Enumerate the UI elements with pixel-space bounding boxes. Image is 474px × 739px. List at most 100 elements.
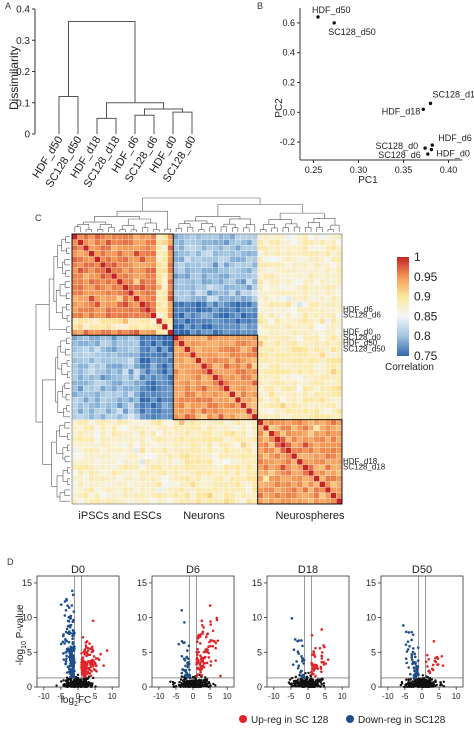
heatmap-cell [263,250,270,257]
heatmap-cell [173,492,180,499]
heatmap-cell [302,380,309,387]
heatmap-cell [145,290,151,297]
heatmap-cell [263,267,270,274]
heatmap-cell [229,442,236,448]
volcano-down-point [408,644,411,648]
volcano-up-point [89,674,93,677]
heatmap-cell [223,385,230,392]
heatmap-cell [116,385,123,392]
volcano-down-point [405,650,409,653]
heatmap-cell [206,307,213,313]
heatmap-cell [257,307,264,313]
volcano-up-point [211,639,215,643]
heatmap-cell [291,374,298,381]
heatmap-cell [201,284,208,291]
heatmap-cell [240,250,247,257]
heatmap-cell [116,335,123,342]
heatmap-cell [190,323,196,330]
heatmap-cell [139,430,146,437]
heatmap-cell [173,312,180,319]
heatmap-cell [173,273,180,280]
volcano-down-point [70,657,74,661]
heatmap-cell [229,239,236,246]
heatmap-cell [139,250,146,257]
heatmap-cell [173,295,180,302]
heatmap-cell [145,318,151,325]
heatmap-cell [122,307,129,313]
heatmap-cell [308,267,315,274]
heatmap-cell [313,245,320,252]
heatmap-cell [111,278,118,285]
heatmap-cell [94,408,101,415]
heatmap-cell [240,413,247,420]
heatmap-cell [77,470,84,477]
heatmap-cell [173,262,180,268]
heatmap-cell [150,346,157,353]
heatmap-cell [201,453,208,460]
heatmap-cell [77,453,84,460]
heatmap-cell [235,391,241,398]
heatmap-cell [145,458,151,465]
volcano-ns-point [290,676,294,680]
heatmap-cell [122,413,129,420]
heatmap-cell [94,301,101,308]
heatmap-cell [229,278,236,285]
heatmap-cell [268,430,275,437]
heatmap-cell [128,368,135,375]
heatmap-cell [83,295,90,302]
volcano-ns-point [74,683,78,687]
heatmap-cell [336,290,343,297]
heatmap-cell [133,284,140,291]
heatmap-cell [280,307,286,313]
heatmap-cell [83,278,90,285]
heatmap-cell [100,380,106,387]
heatmap-cell [105,402,112,409]
heatmap-cell [105,413,112,420]
heatmap-cell [94,397,101,403]
heatmap-cell [167,374,174,381]
heatmap-cell [235,408,241,415]
heatmap-cell [190,256,196,263]
heatmap-cell [313,239,320,246]
heatmap-cell [94,295,101,302]
heatmap-cell [263,233,270,240]
heatmap-cell [184,481,191,488]
volcano-up-point [83,652,86,656]
heatmap-cell [319,397,326,403]
panel-c-group-labels: iPSCs and ESCs Neurons Neurospheres [78,510,345,522]
heatmap-cell [122,408,129,415]
heatmap-cell [161,442,168,448]
heatmap-cell [325,318,331,325]
heatmap-cell [325,245,331,252]
heatmap-cell [251,464,258,471]
heatmap-cell [257,419,264,426]
heatmap-cell [257,385,264,392]
heatmap-cell [88,391,95,398]
heatmap-cell [319,278,326,285]
volcano-up-point [92,655,96,658]
heatmap-cell [100,498,106,505]
volcano-up-point [196,667,199,671]
heatmap-cell [325,413,331,420]
volcano-up-point [91,619,95,623]
heatmap-cell [156,262,163,268]
heatmap-cell [145,273,151,280]
heatmap-cell [218,301,225,308]
heatmap-cell [173,284,180,291]
heatmap-cell [128,256,135,263]
volcano-up-point [313,667,316,671]
heatmap-cell [184,487,191,493]
heatmap-cell [223,391,230,398]
volcano-up-point [93,668,97,672]
heatmap-cell [94,245,101,252]
heatmap-cell [150,312,157,319]
heatmap-cell [235,419,241,426]
heatmap-cell [139,262,146,268]
heatmap-cell [128,453,135,460]
colorbar-tick-label: 0.9 [414,290,431,304]
panel-a-letter: A [5,1,11,11]
heatmap-cell [184,352,191,358]
heatmap-cell [100,368,106,375]
heatmap-cell [145,340,151,347]
heatmap-cell [229,352,236,358]
